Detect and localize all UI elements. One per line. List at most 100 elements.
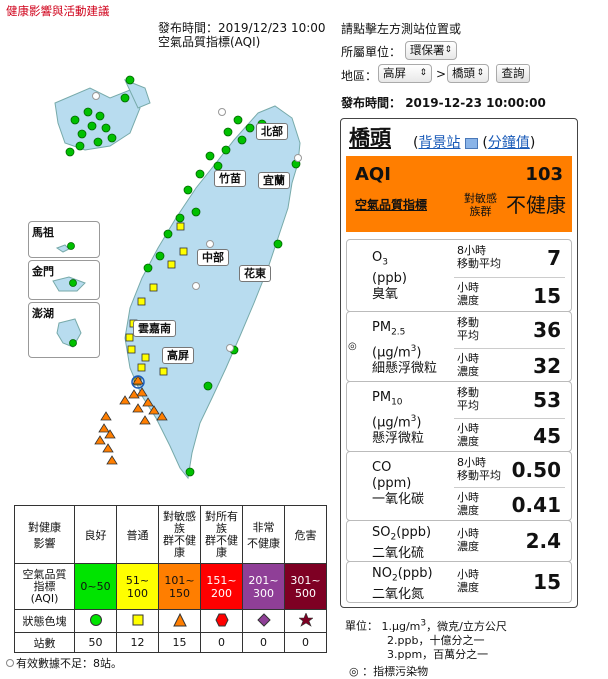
taiwan-map[interactable]: 北部 竹苗 宜蘭 中部 花東 雲嘉南 高屏 馬祖 金門 澎湖 [28,68,335,493]
legend-count: 0 [284,632,327,653]
query-button[interactable]: 查詢 [496,64,530,83]
index-label: 空氣品質指標(AQI) [158,35,261,49]
station-marker [179,247,188,256]
invalid-station-marker [294,154,302,162]
area-label: 地區： [341,69,378,83]
station-marker [223,127,233,137]
region-label-yunlin-chiayi-tainan[interactable]: 雲嘉南 [133,320,176,337]
metric-value: 45 [533,424,561,448]
station-name[interactable]: 橋頭 [349,126,391,150]
legend-head: 對健康 影響 [14,505,75,564]
region-label-hsinchu-miaoli[interactable]: 竹苗 [214,170,246,187]
separator-gt: > [436,67,447,81]
triangle-icon [158,609,201,633]
legend-range: 301~ 500 [284,563,327,610]
station-marker [155,251,165,261]
region-label-central[interactable]: 中部 [197,249,229,266]
kinmen-island-shape [52,276,86,292]
kinmen-svg [52,276,86,292]
region-label-hualien-taitung[interactable]: 花東 [239,265,271,282]
metric-value: 0.41 [511,493,561,517]
publish-info: 發布時間：2019/12/23 10:00 空氣品質指標(AQI) [158,21,326,49]
metric-value: 15 [533,570,561,594]
station-links: (背景站 (分鐘值) [413,132,535,152]
station-marker [175,213,185,223]
health-advice-link[interactable]: 健康影響與活動建議 [6,4,110,18]
station-marker [195,169,205,179]
publish-time-text: 發布時間：2019/12/23 10:00 [158,21,326,35]
indicator-pollutant-note: ◎ ：指標污染物 [349,663,428,679]
region-label-north[interactable]: 北部 [256,123,288,140]
invalid-data-text: 有效數據不足：8站。 [16,657,122,670]
chart-icon[interactable] [464,137,478,149]
indicator-pollutant-icon: ◎ [349,665,359,678]
inset-matsu[interactable]: 馬祖 [28,221,100,258]
publish-time-label: 發布時間： [341,96,402,110]
legend-level: 對所有 族 群不健 康 [200,505,243,564]
pollutant-so2: SO2(ppb) 二氧化硫 小時 濃度 2.4 [346,520,572,562]
indicator-pollutant-note-text: ：指標污染物 [362,665,429,678]
pollutant-pm10: PM10 (μg/m3) 懸浮微粒 移動 平均 53 小時 濃度 45 [346,381,572,452]
station-select[interactable]: 橋頭 ⇕ [447,64,489,83]
select-arrow-icon: ⇕ [444,45,452,55]
divider [454,418,565,419]
invalid-station-marker [206,240,214,248]
indicator-pollutant-link[interactable]: 空氣品質指標 [355,198,428,212]
inset-penghu[interactable]: 澎湖 [28,302,100,358]
invalid-data-note: 有效數據不足：8站。 [6,655,122,671]
station-marker [137,363,146,372]
metric-value: 2.4 [525,529,561,553]
minute-value-link[interactable]: 分鐘值 [487,135,530,151]
indicator-pollutant-icon: ◎ [348,341,357,352]
publish-time: 發布時間： 2019-12-23 10:00:00 [341,94,546,111]
circle-icon [74,609,117,633]
inset-kinmen-label: 金門 [32,265,54,278]
invalid-station-marker [92,92,100,100]
divider [454,348,565,349]
mainland-coast-shape-2 [124,79,151,109]
legend-range: 151~ 200 [200,563,243,610]
close-paren: ) [529,135,536,151]
metric-value: 32 [533,354,561,378]
aqi-value: 103 [525,164,563,185]
station-marker [125,75,135,85]
legend-count: 0 [242,632,285,653]
hexagon-icon [200,609,243,633]
metric-label: 小時 濃度 [457,527,479,553]
legend-level: 對敏感 族 群不健 康 [158,505,201,564]
station-marker [69,339,77,347]
background-station-link[interactable]: 背景站 [418,135,461,151]
inset-kinmen[interactable]: 金門 [28,260,100,300]
station-marker [148,405,160,415]
invalid-station-marker [218,108,226,116]
pollutant-name: PM2.5 (μg/m3) 細懸浮微粒 [372,320,438,376]
metric-value: 36 [533,318,561,342]
station-marker [163,229,173,239]
legend-level: 普通 [116,505,159,564]
county-select[interactable]: 高屏 ⇕ [378,64,432,83]
legend-level: 良好 [74,505,117,564]
region-label-yilan[interactable]: 宜蘭 [258,172,290,189]
diamond-icon [242,609,285,633]
region-label-kaohsiung-pingtung[interactable]: 高屏 [162,347,194,364]
metric-value: 0.50 [511,458,561,482]
station-marker [185,467,195,477]
legend-count: 15 [158,632,201,653]
station-marker [70,115,80,125]
station-marker [104,429,116,439]
station-marker [65,147,75,157]
legend-level: 危害 [284,505,327,564]
unit-line-3: 3.ppm，百萬分之一 [387,647,489,661]
select-hint: 請點擊左方測站位置或 [341,22,462,36]
legend-head: 站數 [14,632,75,653]
station-marker [233,115,243,125]
unit-select[interactable]: 環保署 ⇕ [405,41,457,60]
station-marker [132,375,144,385]
station-marker [77,129,87,139]
station-marker [213,161,223,171]
station-marker [87,121,97,131]
station-marker [75,141,85,151]
select-arrow-icon: ⇕ [476,68,484,78]
station-marker [119,395,131,405]
metric-label: 8小時 移動平均 [457,244,501,270]
